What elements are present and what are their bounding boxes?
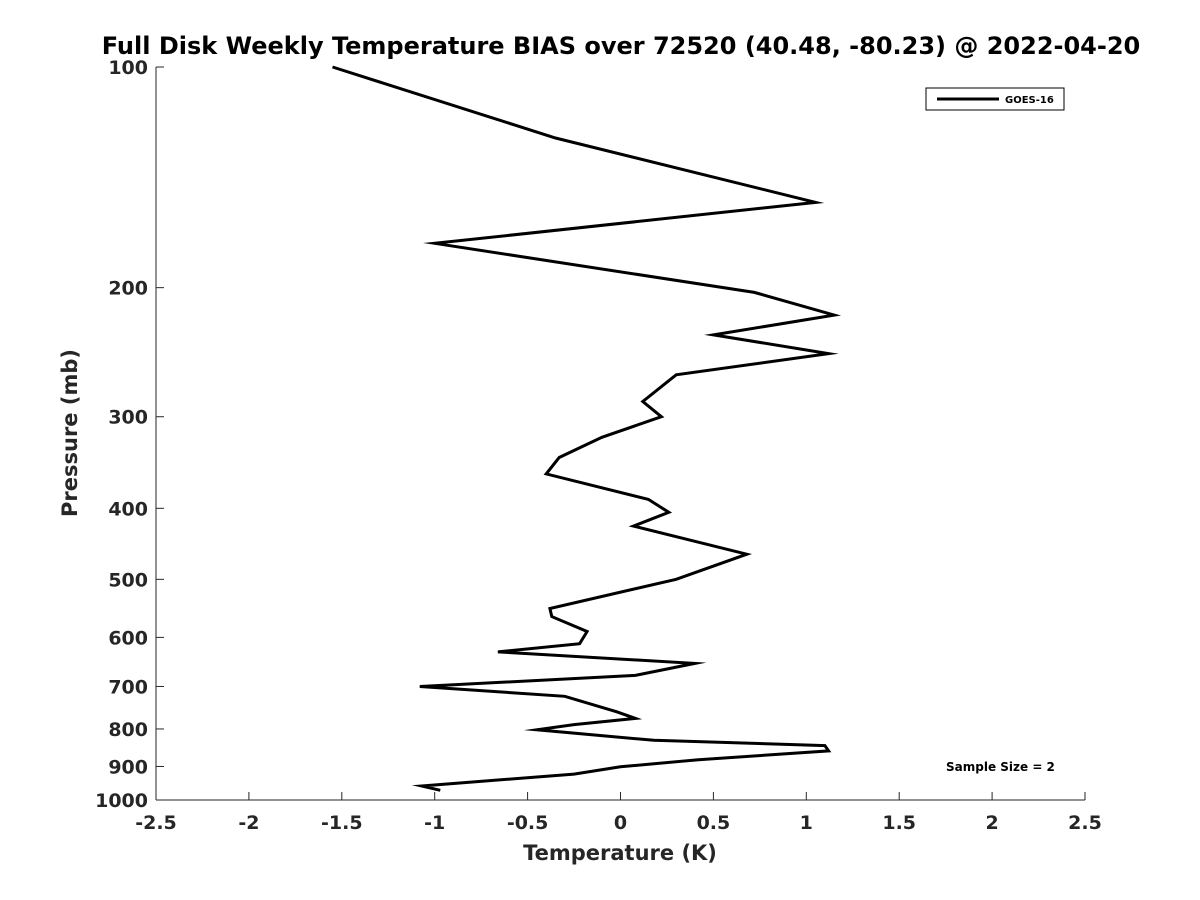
y-axis-ticks: 100 200 300 400 500 600 700 800 900 1000 [95, 57, 164, 812]
y-tick-label: 800 [108, 719, 148, 741]
y-tick-label: 100 [108, 57, 148, 79]
series-line-goes-16 [332, 65, 842, 792]
legend-entry-goes-16: GOES-16 [1005, 95, 1054, 106]
x-tick-label: -2.5 [135, 812, 177, 834]
y-tick-label: 700 [108, 676, 148, 698]
x-axis-ticks: -2.5 -2 -1.5 -1 -0.5 0 0.5 1 1.5 2 2.5 [135, 792, 1102, 834]
x-axis-label: Temperature (K) [523, 841, 717, 865]
y-tick-label: 1000 [95, 790, 148, 812]
legend: GOES-16 [925, 87, 1065, 111]
sample-size-annotation: Sample Size = 2 [946, 760, 1055, 774]
y-tick-label: 600 [108, 627, 148, 649]
x-tick-label: -1 [424, 812, 445, 834]
x-tick-label: 0 [614, 812, 627, 834]
y-tick-label: 500 [108, 569, 148, 591]
x-tick-label: 0.5 [697, 812, 731, 834]
y-tick-label: 400 [108, 498, 148, 520]
x-tick-label: 1 [800, 812, 813, 834]
plot-area [156, 67, 1085, 800]
x-tick-label: 1.5 [882, 812, 916, 834]
y-tick-label: 300 [108, 407, 148, 429]
y-axis-label: Pressure (mb) [58, 349, 82, 517]
x-tick-label: 2.5 [1068, 812, 1102, 834]
x-tick-label: -0.5 [507, 812, 549, 834]
y-tick-label: 900 [108, 756, 148, 778]
series-layer [332, 65, 842, 792]
y-tick-label: 200 [108, 278, 148, 300]
chart-title: Full Disk Weekly Temperature BIAS over 7… [102, 32, 1141, 60]
x-tick-label: -2 [238, 812, 259, 834]
x-tick-label: 2 [985, 812, 998, 834]
x-tick-label: -1.5 [321, 812, 363, 834]
